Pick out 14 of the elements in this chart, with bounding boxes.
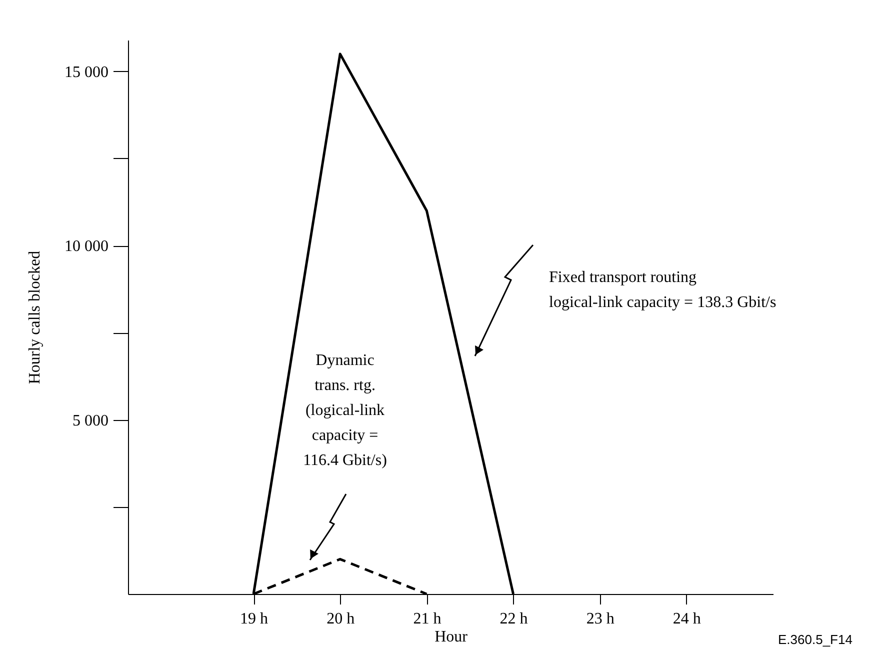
x-tick-label: 20 h	[326, 610, 355, 628]
x-tick-label: 21 h	[413, 610, 442, 628]
text: E.360.5_F14	[778, 632, 852, 647]
annotation: Fixed transport routing logical-link capacity = 138.3 Gbit/s	[549, 269, 776, 311]
y-tick-label: 10 000	[64, 238, 108, 256]
x-tick-label: 22 h	[500, 610, 528, 628]
y-tick-label: 15 000	[64, 64, 108, 81]
x-axis-title: Hour	[434, 628, 468, 646]
x-tick-label: 23 h	[586, 610, 614, 628]
y-axis-title: Hourly calls blocked	[26, 250, 44, 384]
x-tick-label: 24 h	[672, 610, 701, 628]
x-tick-label: 19 h	[240, 610, 268, 628]
annotation: Dynamic trans. rtg. (logical-link capacity = 116.4 Gbit/s)	[303, 352, 387, 469]
y-tick-label: 5 000	[72, 412, 108, 430]
